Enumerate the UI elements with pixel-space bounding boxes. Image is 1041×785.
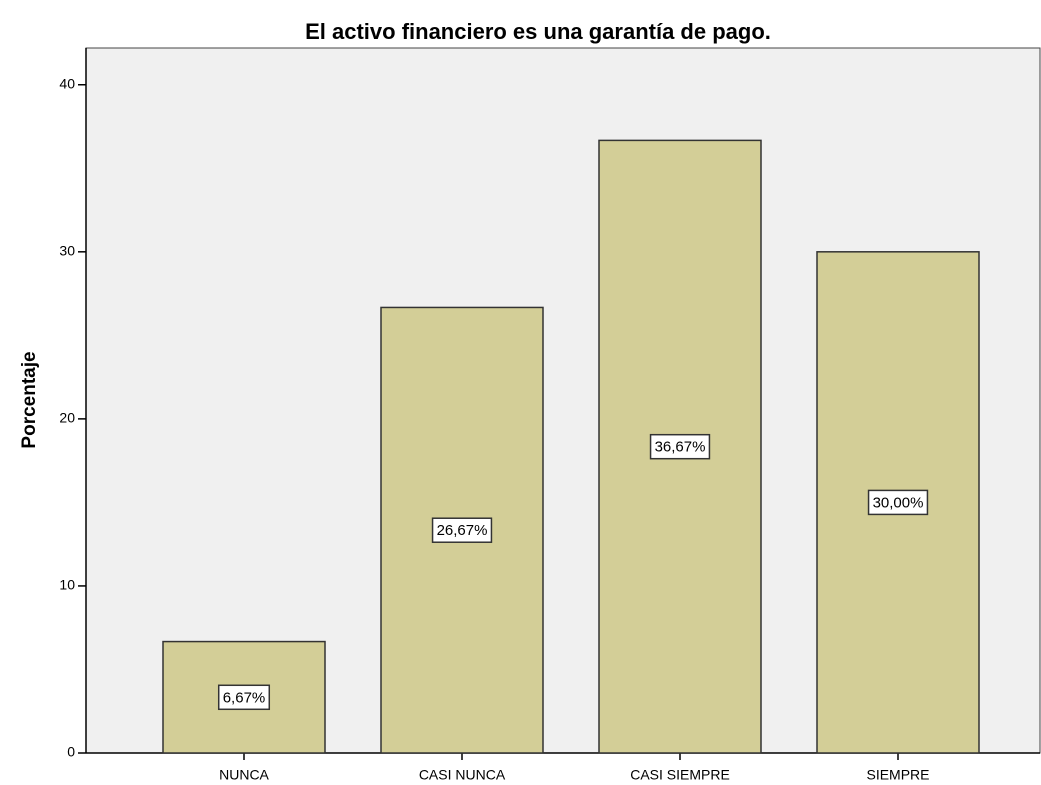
chart-title: El activo financiero es una garantía de … [305, 19, 771, 44]
value-label: 6,67% [223, 689, 266, 706]
y-tick-label: 40 [59, 75, 75, 91]
x-tick-label: NUNCA [219, 767, 269, 783]
value-label: 30,00% [873, 494, 924, 511]
y-axis-label: Porcentaje [19, 351, 40, 448]
value-label: 36,67% [655, 439, 706, 456]
y-tick-label: 10 [59, 577, 75, 593]
x-tick-label: SIEMPRE [866, 767, 929, 783]
x-tick-label: CASI NUNCA [419, 767, 506, 783]
value-label: 26,67% [437, 522, 488, 539]
value-label-box [217, 684, 271, 711]
y-tick-label: 0 [67, 744, 75, 760]
value-label-box [431, 517, 493, 543]
value-label-box [649, 433, 711, 460]
y-tick-label: 30 [59, 243, 75, 259]
y-tick-label: 20 [59, 410, 75, 426]
x-tick-label: CASI SIEMPRE [630, 767, 730, 783]
value-label-box [867, 489, 929, 516]
